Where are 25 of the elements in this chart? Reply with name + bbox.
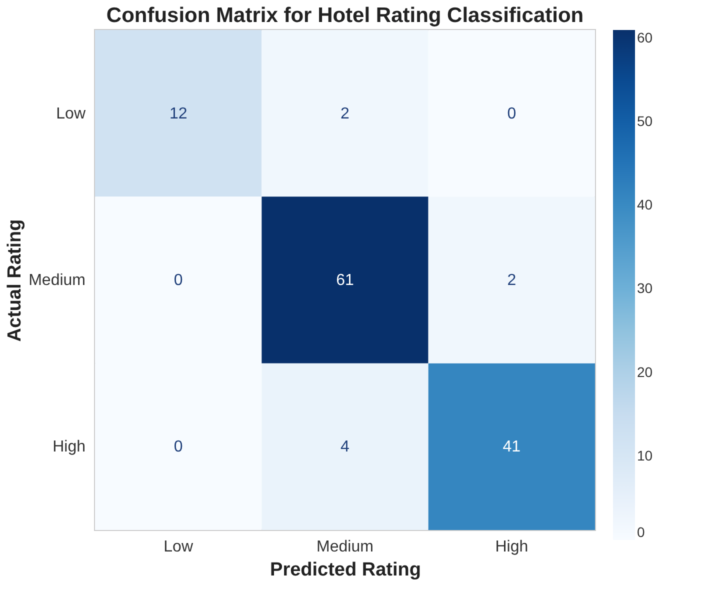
data-label: 61 bbox=[336, 272, 354, 289]
data-label: 2 bbox=[340, 105, 350, 122]
x-tick-label: Medium bbox=[316, 538, 374, 556]
x-tick-label: High bbox=[495, 538, 528, 556]
data-label: 0 bbox=[507, 105, 516, 122]
data-label: 0 bbox=[174, 272, 183, 289]
color-bar-label: 60 bbox=[637, 29, 653, 46]
y-tick-label: Medium bbox=[28, 272, 86, 289]
data-label: 12 bbox=[169, 105, 188, 122]
data-label: 41 bbox=[502, 438, 521, 456]
y-axis-title: Actual Rating bbox=[4, 219, 26, 342]
y-tick-label: Low bbox=[56, 105, 86, 122]
color-bar-label: 10 bbox=[637, 447, 653, 464]
chart-title: Confusion Matrix for Hotel Rating Classification bbox=[106, 4, 584, 27]
data-label: 4 bbox=[340, 438, 350, 456]
color-bar-label: 40 bbox=[637, 196, 653, 213]
color-bar-label: 0 bbox=[637, 524, 645, 540]
color-bar-label: 50 bbox=[637, 112, 653, 129]
color-bar-label: 20 bbox=[637, 364, 653, 380]
y-tick-label: High bbox=[52, 438, 86, 456]
color-bar-label: 30 bbox=[637, 280, 653, 296]
data-label: 2 bbox=[507, 272, 516, 289]
x-axis-title: Predicted Rating bbox=[270, 560, 421, 580]
data-label: 0 bbox=[174, 438, 183, 456]
x-tick-label: Low bbox=[164, 538, 194, 556]
